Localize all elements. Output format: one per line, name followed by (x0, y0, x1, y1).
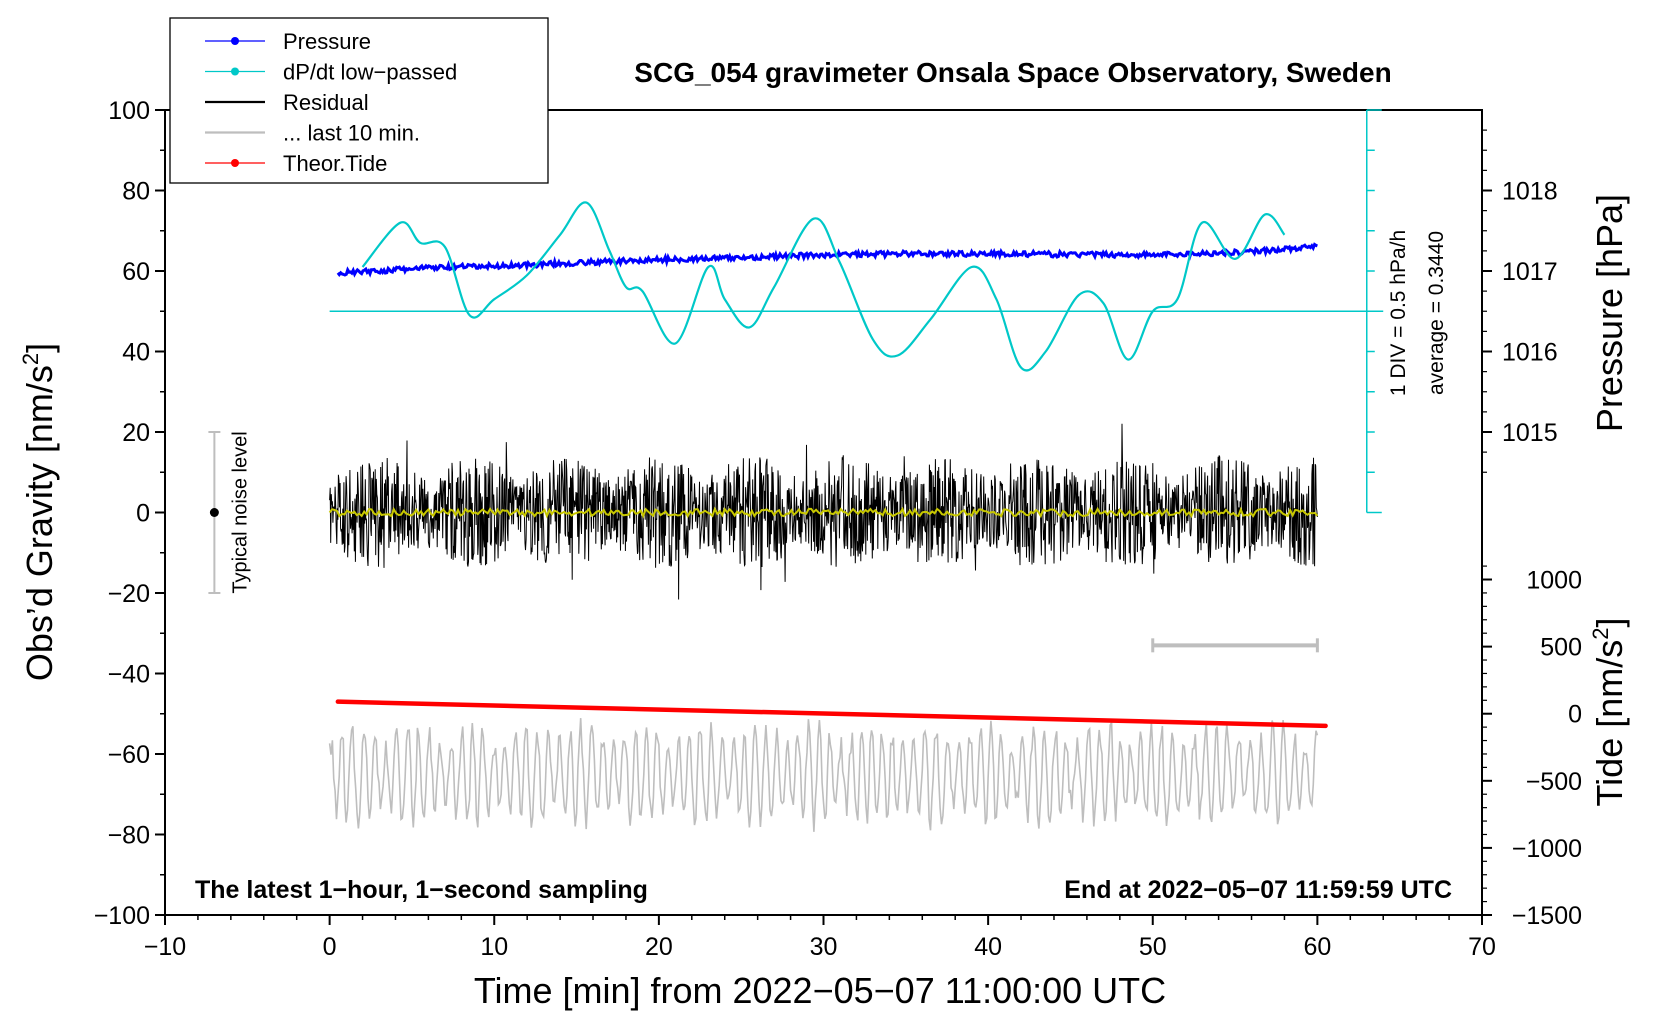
footer-right-text: End at 2022−05−07 11:59:59 UTC (1064, 876, 1452, 904)
dpdt-scale-label: 1 DIV = 0.5 hPa/h (1387, 230, 1410, 396)
theor-tide-series (335, 699, 1328, 729)
y-axis-tide-label-text: Tide [nm/s (1589, 640, 1630, 807)
residual-smoothed-series (328, 506, 1319, 519)
x-tick-label: 0 (323, 933, 337, 961)
legend-swatch-marker (231, 37, 239, 45)
legend-swatch-marker (231, 67, 239, 76)
x-axis-label: Time [min] from 2022−05−07 11:00:00 UTC (474, 970, 1166, 1011)
legend-box (169, 17, 549, 184)
legend-swatch-marker (231, 159, 239, 167)
y-axis-left-label-end: ] (19, 343, 60, 353)
residual-series (329, 423, 1318, 600)
y-tick-label: −80 (108, 822, 150, 850)
legend-entries: Pressure dP/dt low−passed Residual ... last… (205, 29, 457, 176)
pressure-tick-label: 1015 (1502, 419, 1558, 447)
legend-label: ... last 10 min. (283, 121, 420, 146)
series-layer (328, 201, 1328, 832)
x-tick-label: 20 (645, 933, 673, 961)
chart-title: SCG_054 gravimeter Onsala Space Observat… (634, 57, 1391, 88)
last-10-min-marker (1151, 638, 1319, 653)
legend-label: Residual (283, 90, 369, 115)
y-axis-left-label-sup: 2 (18, 353, 43, 365)
last-10-min-series (328, 718, 1319, 832)
noise-bar-label: Typical noise level (229, 431, 251, 593)
tide-tick-label: −500 (1526, 768, 1582, 796)
y-axis-tide-label: Tide [nm/s2] (1588, 618, 1630, 807)
legend-label: Pressure (283, 29, 371, 54)
y-axis-tide-label-sup: 2 (1588, 628, 1613, 640)
noise-bar-center-dot (209, 508, 219, 517)
y-tick-label: 40 (122, 339, 150, 367)
y-tick-label: −100 (94, 902, 150, 930)
tide-tick-label: 500 (1540, 634, 1582, 662)
y-tick-label: 20 (122, 419, 150, 447)
y-axis-pressure-ticks: 1015 1016 1017 1018 (1482, 129, 1558, 473)
x-tick-label: −10 (144, 933, 186, 961)
legend-entry: Residual (205, 90, 369, 115)
pressure-tick-label: 1017 (1502, 258, 1558, 286)
y-tick-label: 0 (136, 500, 150, 528)
y-tick-label: −40 (108, 661, 150, 689)
x-tick-label: 10 (480, 933, 508, 961)
legend-entry: ... last 10 min. (205, 121, 420, 146)
x-tick-label: 30 (810, 933, 838, 961)
x-tick-label: 70 (1468, 933, 1496, 961)
y-axis-left-label: Obs’d Gravity [nm/s2] (18, 343, 60, 681)
footer-left-text: The latest 1−hour, 1−second sampling (195, 876, 648, 904)
tide-tick-label: 0 (1568, 701, 1582, 729)
y-axis-tide-label-end: ] (1589, 618, 1630, 628)
y-axis-left-ticks: −100 −80 −60 −40 −20 0 20 40 60 80 100 (94, 97, 165, 930)
pressure-series (336, 242, 1318, 278)
legend: Pressure dP/dt low−passed Residual ... last… (169, 17, 549, 184)
dpdt-scale-bar (329, 109, 1384, 514)
x-tick-label: 50 (1139, 933, 1167, 961)
y-tick-label: 80 (122, 178, 150, 206)
tide-tick-label: −1500 (1512, 902, 1582, 930)
y-axis-left-label-text: Obs’d Gravity [nm/s (19, 365, 60, 681)
tide-tick-label: 1000 (1526, 567, 1582, 595)
tide-tick-label: −1000 (1512, 835, 1582, 863)
x-axis-ticks: −10 0 10 20 30 40 50 60 70 (144, 915, 1496, 961)
y-tick-label: −60 (108, 741, 150, 769)
noise-bar: Typical noise level (208, 431, 251, 594)
legend-entry: Theor.Tide (205, 151, 387, 176)
dpdt-average-label: average = 0.3440 (1425, 231, 1448, 395)
y-tick-label: 60 (122, 258, 150, 286)
legend-entry: Pressure (205, 29, 371, 54)
y-tick-label: −20 (108, 580, 150, 608)
legend-label: Theor.Tide (283, 151, 387, 176)
y-tick-label: 100 (108, 97, 150, 125)
pressure-tick-label: 1016 (1502, 339, 1558, 367)
pressure-tick-label: 1018 (1502, 178, 1558, 206)
legend-entry: dP/dt low−passed (205, 60, 457, 85)
x-tick-label: 40 (974, 933, 1002, 961)
dpdt-series (361, 201, 1286, 372)
legend-label: dP/dt low−passed (283, 60, 457, 85)
x-tick-label: 60 (1303, 933, 1331, 961)
y-axis-pressure-label: Pressure [hPa] (1589, 194, 1630, 432)
y-axis-tide-ticks: −1500 −1000 −500 0 500 1000 (1482, 565, 1582, 930)
